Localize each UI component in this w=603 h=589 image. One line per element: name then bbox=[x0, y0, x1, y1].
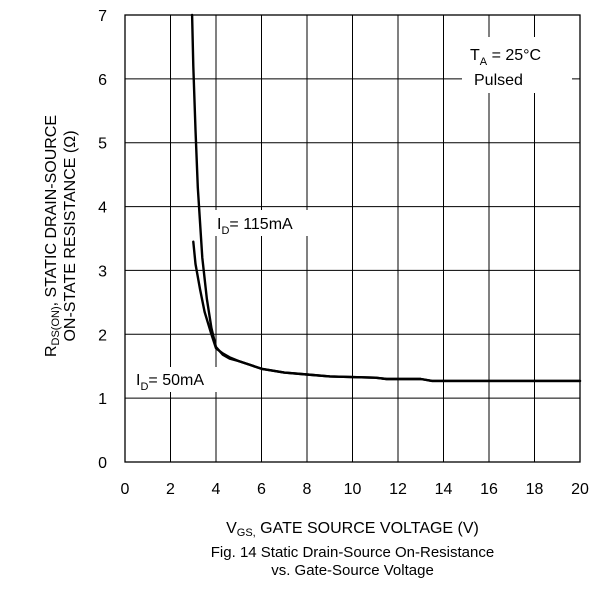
y-label-main: R bbox=[43, 345, 60, 358]
figure-caption-line1: Fig. 14 Static Drain-Source On-Resistanc… bbox=[210, 544, 495, 561]
series-label-50ma-rest: = 50mA bbox=[148, 372, 204, 389]
series-label-50ma: ID= 50mA bbox=[136, 372, 204, 393]
series-lines bbox=[190, 13, 582, 383]
label-bg-50 bbox=[132, 367, 228, 392]
x-label-sub: GS, bbox=[236, 527, 256, 539]
x-tick-label: 14 bbox=[435, 481, 453, 498]
series-label-115ma-main: I bbox=[217, 216, 221, 233]
y-tick-label: 1 bbox=[98, 391, 107, 408]
label-bg-115 bbox=[212, 210, 328, 236]
y-tick-label: 3 bbox=[98, 263, 107, 280]
y-axis-label-line1: RDS(ON), STATIC DRAIN-SOURCE bbox=[42, 76, 62, 396]
y-axis-label-line2: ON-STATE RESISTANCE (Ω) bbox=[62, 130, 79, 342]
y-tick-label: 5 bbox=[98, 136, 107, 153]
plot-frame bbox=[124, 14, 581, 463]
x-tick-label: 2 bbox=[166, 481, 175, 498]
x-tick-label: 0 bbox=[121, 481, 130, 498]
y-tick-label: 7 bbox=[98, 8, 107, 25]
condition-pulsed: Pulsed bbox=[474, 72, 523, 89]
y-tick-label: 6 bbox=[98, 72, 107, 89]
series-label-50ma-main: I bbox=[136, 372, 140, 389]
y-tick-label: 0 bbox=[98, 455, 107, 472]
x-tick-label: 18 bbox=[526, 481, 544, 498]
series-label-115ma-rest: = 115mA bbox=[229, 216, 293, 233]
condition-box bbox=[462, 37, 572, 93]
x-tick-labels: 0 2 4 6 8 10 12 14 16 18 20 bbox=[121, 481, 589, 498]
x-tick-label: 12 bbox=[389, 481, 407, 498]
y-tick-labels: 0 1 2 3 4 5 6 7 bbox=[98, 8, 107, 472]
series-label-115ma: ID= 115mA bbox=[217, 216, 293, 237]
x-label-rest: GATE SOURCE VOLTAGE (V) bbox=[255, 520, 479, 537]
condition-temp: TA = 25°C bbox=[470, 47, 541, 68]
condition-temp-sub: A bbox=[480, 56, 488, 68]
y-label-rest: , STATIC DRAIN-SOURCE bbox=[43, 114, 60, 307]
y-tick-label: 2 bbox=[98, 327, 107, 344]
series-line-50ma bbox=[192, 240, 582, 383]
condition-temp-rest: = 25°C bbox=[487, 47, 541, 64]
x-label-main: V bbox=[226, 520, 237, 537]
x-tick-label: 16 bbox=[480, 481, 498, 498]
x-axis-label: VGS, GATE SOURCE VOLTAGE (V) bbox=[125, 520, 580, 539]
series-label-115ma-sub: D bbox=[221, 225, 229, 237]
y-tick-label: 4 bbox=[98, 200, 107, 217]
x-tick-label: 8 bbox=[303, 481, 312, 498]
y-axis-label: RDS(ON), STATIC DRAIN-SOURCE ON-STATE RE… bbox=[42, 76, 80, 396]
series-label-50ma-sub: D bbox=[140, 381, 148, 393]
condition-temp-main: T bbox=[470, 47, 480, 64]
x-tick-label: 20 bbox=[571, 481, 589, 498]
x-tick-label: 6 bbox=[257, 481, 266, 498]
figure-caption-line2: vs. Gate-Source Voltage bbox=[271, 562, 434, 579]
x-tick-label: 10 bbox=[344, 481, 362, 498]
x-tick-label: 4 bbox=[212, 481, 221, 498]
